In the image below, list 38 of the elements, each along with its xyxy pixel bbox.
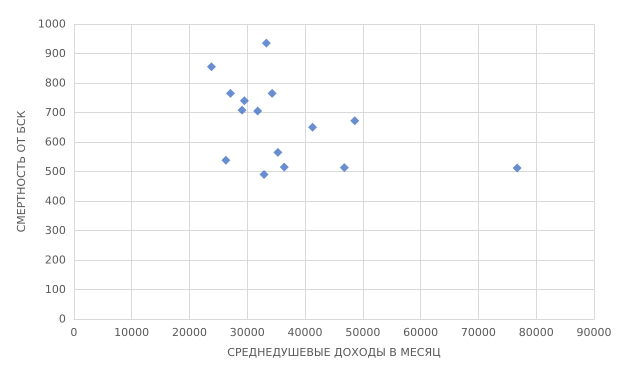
x-tick-label: 90000 — [576, 326, 612, 339]
y-tick-label: 0 — [58, 312, 66, 326]
x-tick-label: 60000 — [403, 326, 438, 339]
y-tick-label: 800 — [44, 76, 66, 90]
x-tick-label: 50000 — [345, 326, 380, 339]
y-axis-title: СМЕРТНОСТЬ ОТ БСК — [15, 110, 28, 232]
point — [253, 106, 262, 116]
point — [240, 96, 249, 106]
x-tick-label: 10000 — [114, 326, 150, 339]
point — [350, 116, 360, 126]
point — [308, 122, 318, 132]
x-tick-label: 0 — [70, 326, 78, 339]
x-tick-label: 30000 — [230, 326, 265, 339]
x-tick-label: 20000 — [172, 326, 207, 339]
x-tick-label: 40000 — [288, 326, 323, 339]
point — [262, 38, 271, 48]
y-tick-label: 600 — [44, 136, 66, 148]
y-tick-label: 200 — [44, 254, 66, 266]
y-tick-label: 100 — [44, 283, 66, 296]
y-tick-label: 1000 — [38, 18, 66, 30]
y-tick-label: 700 — [44, 106, 66, 119]
point — [206, 62, 216, 72]
point — [226, 88, 236, 98]
x-tick-label: 70000 — [460, 326, 496, 339]
point — [280, 162, 289, 172]
point — [268, 88, 277, 98]
point — [221, 156, 230, 165]
point — [238, 106, 247, 115]
y-tick-label: 300 — [44, 224, 66, 237]
x-axis-title: СРЕДНЕДУШЕВЫЕ ДОХОДЫ В МЕСЯЦ — [227, 346, 442, 359]
point — [512, 163, 522, 172]
point — [340, 163, 349, 172]
y-tick-label: 400 — [44, 194, 66, 208]
point — [260, 170, 269, 179]
y-tick-label: 900 — [44, 47, 66, 60]
x-tick-label: 80000 — [518, 326, 554, 339]
y-tick-label: 500 — [44, 165, 66, 178]
point — [273, 148, 282, 157]
